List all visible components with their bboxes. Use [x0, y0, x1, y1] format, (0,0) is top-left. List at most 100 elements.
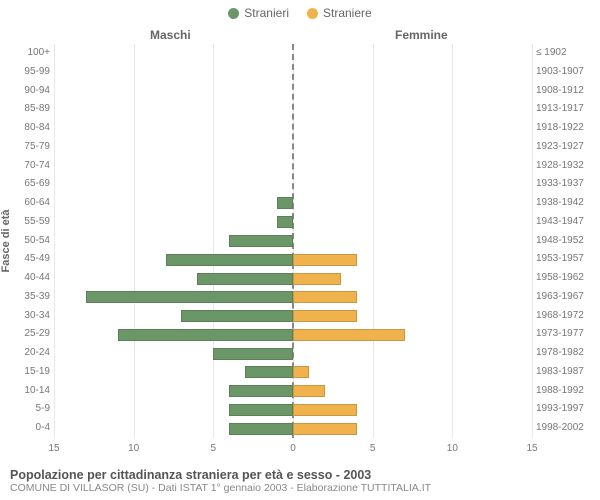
age-row: 15-191983-1987	[54, 363, 532, 382]
age-row: 95-991903-1907	[54, 63, 532, 82]
x-tick-label: 15	[48, 443, 59, 454]
x-tick-label: 5	[211, 443, 217, 454]
chart-area: Fasce di età Anni di nascita 15105051015…	[54, 44, 532, 438]
birth-year-label: 1903-1907	[536, 63, 592, 82]
age-row: 60-641938-1942	[54, 194, 532, 213]
age-label: 80-84	[10, 119, 50, 138]
legend: Stranieri Straniere	[0, 0, 600, 20]
bar-female	[293, 329, 405, 341]
birth-year-label: 1998-2002	[536, 419, 592, 438]
birth-year-label: 1973-1977	[536, 325, 592, 344]
x-tick-label: 15	[526, 443, 537, 454]
age-row: 85-891913-1917	[54, 100, 532, 119]
bar-female	[293, 404, 357, 416]
bar-female	[293, 254, 357, 266]
birth-year-label: ≤ 1902	[536, 44, 592, 63]
age-label: 5-9	[10, 400, 50, 419]
bar-female	[293, 273, 341, 285]
age-row: 0-41998-2002	[54, 419, 532, 438]
age-label: 45-49	[10, 250, 50, 269]
age-row: 10-141988-1992	[54, 382, 532, 401]
age-label: 100+	[10, 44, 50, 63]
age-label: 0-4	[10, 419, 50, 438]
age-row: 70-741928-1932	[54, 157, 532, 176]
bar-female	[293, 310, 357, 322]
age-row: 65-691933-1937	[54, 175, 532, 194]
bar-male	[229, 385, 293, 397]
age-row: 80-841918-1922	[54, 119, 532, 138]
age-row: 100+≤ 1902	[54, 44, 532, 63]
pyramid-chart: Stranieri Straniere Maschi Femmine Fasce…	[0, 0, 600, 500]
birth-year-label: 1948-1952	[536, 232, 592, 251]
age-row: 5-91993-1997	[54, 400, 532, 419]
birth-year-label: 1968-1972	[536, 307, 592, 326]
age-row: 40-441958-1962	[54, 269, 532, 288]
bar-male	[245, 366, 293, 378]
birth-year-label: 1993-1997	[536, 400, 592, 419]
bar-female	[293, 385, 325, 397]
birth-year-label: 1978-1982	[536, 344, 592, 363]
age-label: 70-74	[10, 157, 50, 176]
bar-male	[229, 235, 293, 247]
age-label: 25-29	[10, 325, 50, 344]
legend-label-female: Straniere	[323, 6, 372, 20]
bar-male	[277, 197, 293, 209]
birth-year-label: 1988-1992	[536, 382, 592, 401]
age-label: 90-94	[10, 82, 50, 101]
gridline	[532, 44, 533, 438]
birth-year-label: 1938-1942	[536, 194, 592, 213]
birth-year-label: 1918-1922	[536, 119, 592, 138]
age-row: 50-541948-1952	[54, 232, 532, 251]
bar-male	[197, 273, 293, 285]
age-label: 35-39	[10, 288, 50, 307]
birth-year-label: 1983-1987	[536, 363, 592, 382]
age-label: 75-79	[10, 138, 50, 157]
age-label: 60-64	[10, 194, 50, 213]
legend-swatch-female	[307, 8, 318, 19]
age-row: 25-291973-1977	[54, 325, 532, 344]
age-row: 75-791923-1927	[54, 138, 532, 157]
header-female: Femmine	[395, 28, 448, 42]
age-label: 30-34	[10, 307, 50, 326]
bar-male	[229, 423, 293, 435]
x-tick-label: 5	[370, 443, 376, 454]
age-label: 40-44	[10, 269, 50, 288]
age-label: 20-24	[10, 344, 50, 363]
age-label: 65-69	[10, 175, 50, 194]
bar-female	[293, 366, 309, 378]
birth-year-label: 1923-1927	[536, 138, 592, 157]
age-label: 15-19	[10, 363, 50, 382]
age-row: 20-241978-1982	[54, 344, 532, 363]
bar-male	[181, 310, 293, 322]
birth-year-label: 1943-1947	[536, 213, 592, 232]
age-label: 85-89	[10, 100, 50, 119]
birth-year-label: 1958-1962	[536, 269, 592, 288]
x-tick-label: 10	[447, 443, 458, 454]
footer: Popolazione per cittadinanza straniera p…	[10, 468, 590, 494]
bar-male	[277, 216, 293, 228]
x-tick-label: 0	[290, 443, 296, 454]
header-male: Maschi	[150, 28, 191, 42]
legend-label-male: Stranieri	[244, 6, 289, 20]
age-row: 35-391963-1967	[54, 288, 532, 307]
chart-title: Popolazione per cittadinanza straniera p…	[10, 468, 590, 482]
bar-male	[118, 329, 293, 341]
age-row: 55-591943-1947	[54, 213, 532, 232]
age-label: 95-99	[10, 63, 50, 82]
birth-year-label: 1963-1967	[536, 288, 592, 307]
birth-year-label: 1928-1932	[536, 157, 592, 176]
bar-male	[166, 254, 293, 266]
age-row: 30-341968-1972	[54, 307, 532, 326]
age-row: 90-941908-1912	[54, 82, 532, 101]
age-label: 10-14	[10, 382, 50, 401]
birth-year-label: 1933-1937	[536, 175, 592, 194]
age-row: 45-491953-1957	[54, 250, 532, 269]
age-label: 55-59	[10, 213, 50, 232]
birth-year-label: 1913-1917	[536, 100, 592, 119]
birth-year-label: 1953-1957	[536, 250, 592, 269]
birth-year-label: 1908-1912	[536, 82, 592, 101]
legend-item-male: Stranieri	[228, 6, 289, 20]
legend-swatch-male	[228, 8, 239, 19]
bar-female	[293, 423, 357, 435]
bar-male	[229, 404, 293, 416]
